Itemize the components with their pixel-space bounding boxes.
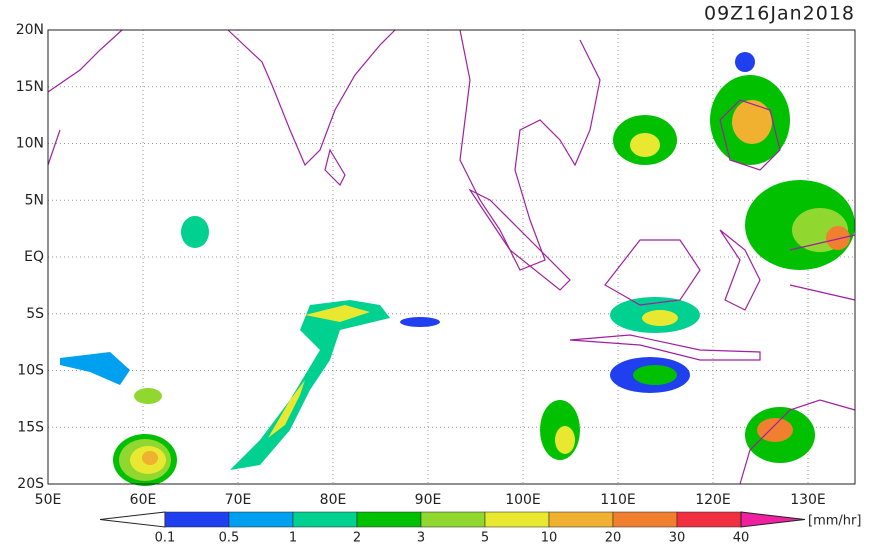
lat-label: 20N [16,22,44,38]
lon-label: 120E [695,492,731,508]
colorbar-unit: [mm/hr] [808,514,861,529]
coastlines [47,29,856,485]
lat-label: 20S [17,476,44,492]
colorbar-label: 3 [417,531,425,544]
colorbar-label: 0.1 [155,531,176,544]
colorbar-label: 0.5 [219,531,240,544]
colorbar-segment [356,511,422,528]
lat-label: 10N [16,136,44,152]
lat-label: 10S [17,363,44,379]
lon-label: 110E [600,492,636,508]
colorbar-label: 2 [353,531,361,544]
lon-label: 70E [225,492,252,508]
lat-label: 15S [17,419,44,435]
lon-label: 50E [35,492,62,508]
colorbar-segment [420,511,486,528]
lon-label: 130E [790,492,826,508]
colorbar-segment [484,511,550,528]
precipitation [60,52,855,486]
map-frame [47,29,856,485]
colorbar-label: 40 [733,531,750,544]
lat-label: 5S [26,306,44,322]
colorbar-label: 10 [541,531,558,544]
colorbar-label: 20 [605,531,622,544]
lon-label: 80E [320,492,347,508]
colorbar-low [99,511,166,528]
lon-label: 60E [130,492,157,508]
colorbar-segment [164,511,230,528]
lat-label: 15N [16,79,44,95]
colorbar-label: 30 [669,531,686,544]
colorbar-segment [612,511,678,528]
colorbar-segment [676,511,742,528]
colorbar-segment [548,511,614,528]
lon-label: 100E [505,492,541,508]
colorbar-high [740,511,806,528]
colorbar-segment [292,511,358,528]
lat-label: 5N [25,192,44,208]
lon-label: 90E [415,492,442,508]
colorbar-label: 5 [481,531,489,544]
map-title: 09Z16Jan2018 [704,3,855,25]
lat-label: EQ [24,249,44,265]
colorbar-label: 1 [289,531,297,544]
colorbar-segment [228,511,294,528]
